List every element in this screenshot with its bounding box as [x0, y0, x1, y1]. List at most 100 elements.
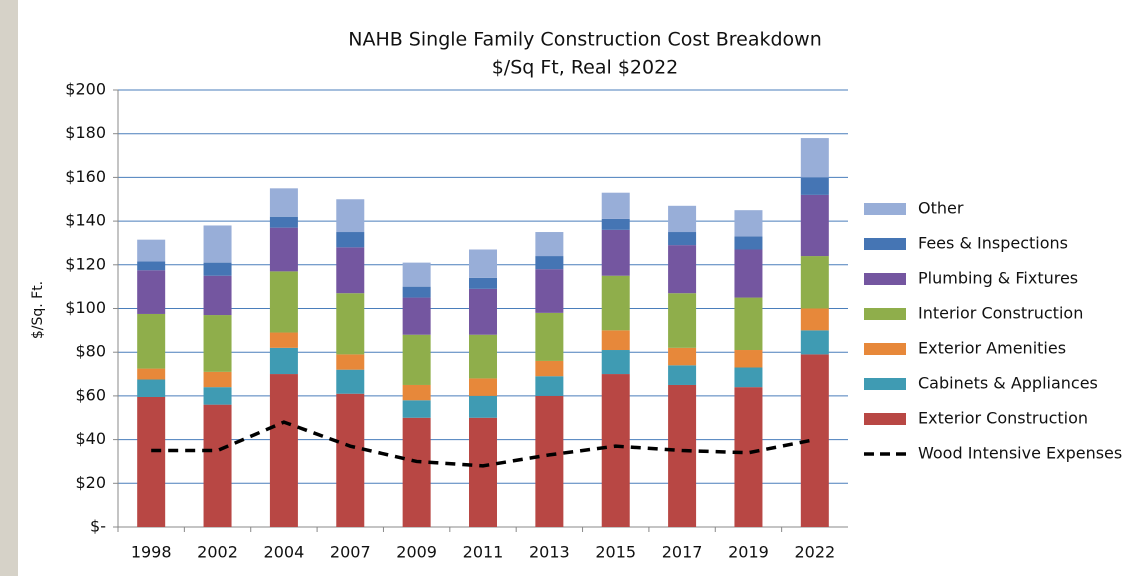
x-tick-label: 2013	[529, 543, 570, 562]
bar-segment	[336, 199, 365, 233]
y-tick-label: $180	[65, 123, 106, 142]
bar-segment	[137, 261, 166, 271]
bar-segment	[269, 271, 298, 333]
bar-segment	[668, 232, 697, 246]
legend-label: Interior Construction	[918, 304, 1083, 323]
bar-segment	[469, 417, 497, 527]
y-tick-label: $100	[65, 298, 106, 317]
y-tick-label: $200	[65, 80, 106, 99]
y-tick-label: $160	[65, 167, 106, 186]
bar-segment	[203, 387, 232, 405]
x-tick-label: 2004	[264, 543, 305, 562]
x-tick-label: 1998	[131, 543, 172, 562]
bar-segment	[535, 269, 564, 313]
legend-label: Cabinets & Appliances	[918, 374, 1098, 393]
bar-segment	[601, 374, 630, 527]
x-tick-label: 2022	[794, 543, 835, 562]
bar-segment	[800, 330, 829, 355]
bar-segment	[535, 232, 564, 257]
x-tick-label: 2019	[728, 543, 769, 562]
x-tick-label: 2015	[595, 543, 636, 562]
bar-segment	[800, 177, 829, 195]
bar-segment	[734, 249, 763, 298]
bar-segment	[800, 194, 829, 257]
y-tick-label: $-	[90, 517, 106, 536]
bar-segment	[269, 188, 298, 217]
bar-segment	[402, 400, 431, 418]
y-tick-label: $40	[75, 429, 106, 448]
legend-label: Exterior Construction	[918, 409, 1088, 428]
legend-label: Exterior Amenities	[918, 339, 1066, 358]
y-axis-label: $/Sq. Ft.	[30, 281, 46, 339]
legend-label: Fees & Inspections	[918, 234, 1068, 253]
legend-swatch	[864, 343, 906, 355]
x-tick-label: 2007	[330, 543, 371, 562]
line-series	[151, 420, 816, 468]
legend-swatch	[864, 378, 906, 390]
legend-swatch	[864, 203, 906, 215]
bar-segment	[734, 367, 763, 388]
legend-swatch	[864, 308, 906, 320]
bar-segment	[402, 384, 431, 401]
y-tick-label: $120	[65, 254, 106, 273]
bar-segment	[734, 387, 763, 527]
bar-segment	[734, 236, 763, 250]
bar-segment	[469, 378, 497, 396]
bar-segment	[734, 350, 763, 368]
bar-segment	[203, 275, 232, 316]
bar-segment	[137, 379, 166, 397]
bar-segment	[402, 262, 431, 287]
bar-segment	[336, 393, 365, 527]
bar-segment	[402, 286, 431, 298]
bar-segment	[535, 395, 564, 527]
bar-segment	[469, 395, 497, 418]
bar-segment	[137, 239, 166, 262]
bar-segment	[137, 396, 166, 527]
bar-segment	[402, 417, 431, 527]
bar-segment	[535, 256, 564, 270]
chart-panel	[18, 0, 1142, 576]
bar-segment	[601, 350, 630, 375]
bar-segment	[734, 297, 763, 351]
x-tick-label: 2002	[197, 543, 238, 562]
bar-segment	[601, 192, 630, 219]
bar-segment	[601, 330, 630, 351]
y-tick-label: $20	[75, 473, 106, 492]
bar-segment	[336, 293, 365, 355]
bar-segment	[336, 369, 365, 394]
y-tick-label: $60	[75, 385, 106, 404]
bar-segment	[469, 277, 497, 289]
bar-segment	[469, 334, 497, 379]
bar-segment	[668, 347, 697, 366]
bar-segment	[137, 313, 166, 369]
bar-segment	[402, 297, 431, 335]
bar-segment	[269, 216, 298, 228]
bar-segment	[269, 332, 298, 348]
bar-segment	[469, 288, 497, 335]
x-tick-label: 2011	[463, 543, 504, 562]
bar-segment	[800, 308, 829, 331]
bar-segment	[269, 227, 298, 272]
legend-label: Other	[918, 199, 964, 218]
bar-segment	[269, 347, 298, 375]
y-tick-label: $140	[65, 211, 106, 230]
y-tick-label: $80	[75, 342, 106, 361]
bar-segment	[535, 376, 564, 396]
bar-segment	[800, 138, 829, 178]
legend-swatch	[864, 273, 906, 285]
bar-segment	[668, 384, 697, 527]
bar-segment	[203, 371, 232, 388]
bar-segment	[668, 293, 697, 348]
chart-subtitle: $/Sq Ft, Real $2022	[492, 57, 679, 79]
bar-segment	[535, 312, 564, 361]
bar-segment	[734, 210, 763, 237]
x-tick-label: 2017	[662, 543, 703, 562]
bar-segment	[601, 275, 630, 331]
legend-label: Plumbing & Fixtures	[918, 269, 1078, 288]
bar-segment	[336, 232, 365, 248]
bar-segment	[668, 245, 697, 294]
bar-segment	[137, 270, 166, 314]
chart-title: NAHB Single Family Construction Cost Bre…	[348, 29, 822, 51]
